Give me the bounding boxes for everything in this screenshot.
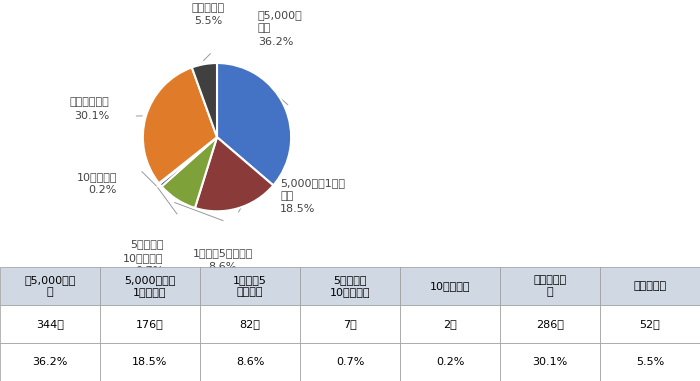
Wedge shape — [143, 67, 217, 183]
Text: ～5,000円
未満
36.2%: ～5,000円 未満 36.2% — [258, 10, 302, 47]
Wedge shape — [160, 137, 217, 186]
Text: わからない
5.5%: わからない 5.5% — [192, 3, 225, 26]
Wedge shape — [162, 137, 217, 208]
Text: 1万円以5万円未満
8.6%: 1万円以5万円未満 8.6% — [193, 248, 253, 272]
Wedge shape — [159, 137, 217, 184]
Text: 10万円以上
0.2%: 10万円以上 0.2% — [76, 171, 117, 195]
Text: 使っていない
30.1%: 使っていない 30.1% — [70, 98, 109, 121]
Text: 5,000円以1万円
未満
18.5%: 5,000円以1万円 未満 18.5% — [280, 178, 345, 215]
Wedge shape — [195, 137, 273, 211]
Wedge shape — [217, 63, 291, 186]
Wedge shape — [192, 63, 217, 137]
Text: 5万円以上
10万円未満
0.7%: 5万円以上 10万円未満 0.7% — [123, 240, 164, 276]
